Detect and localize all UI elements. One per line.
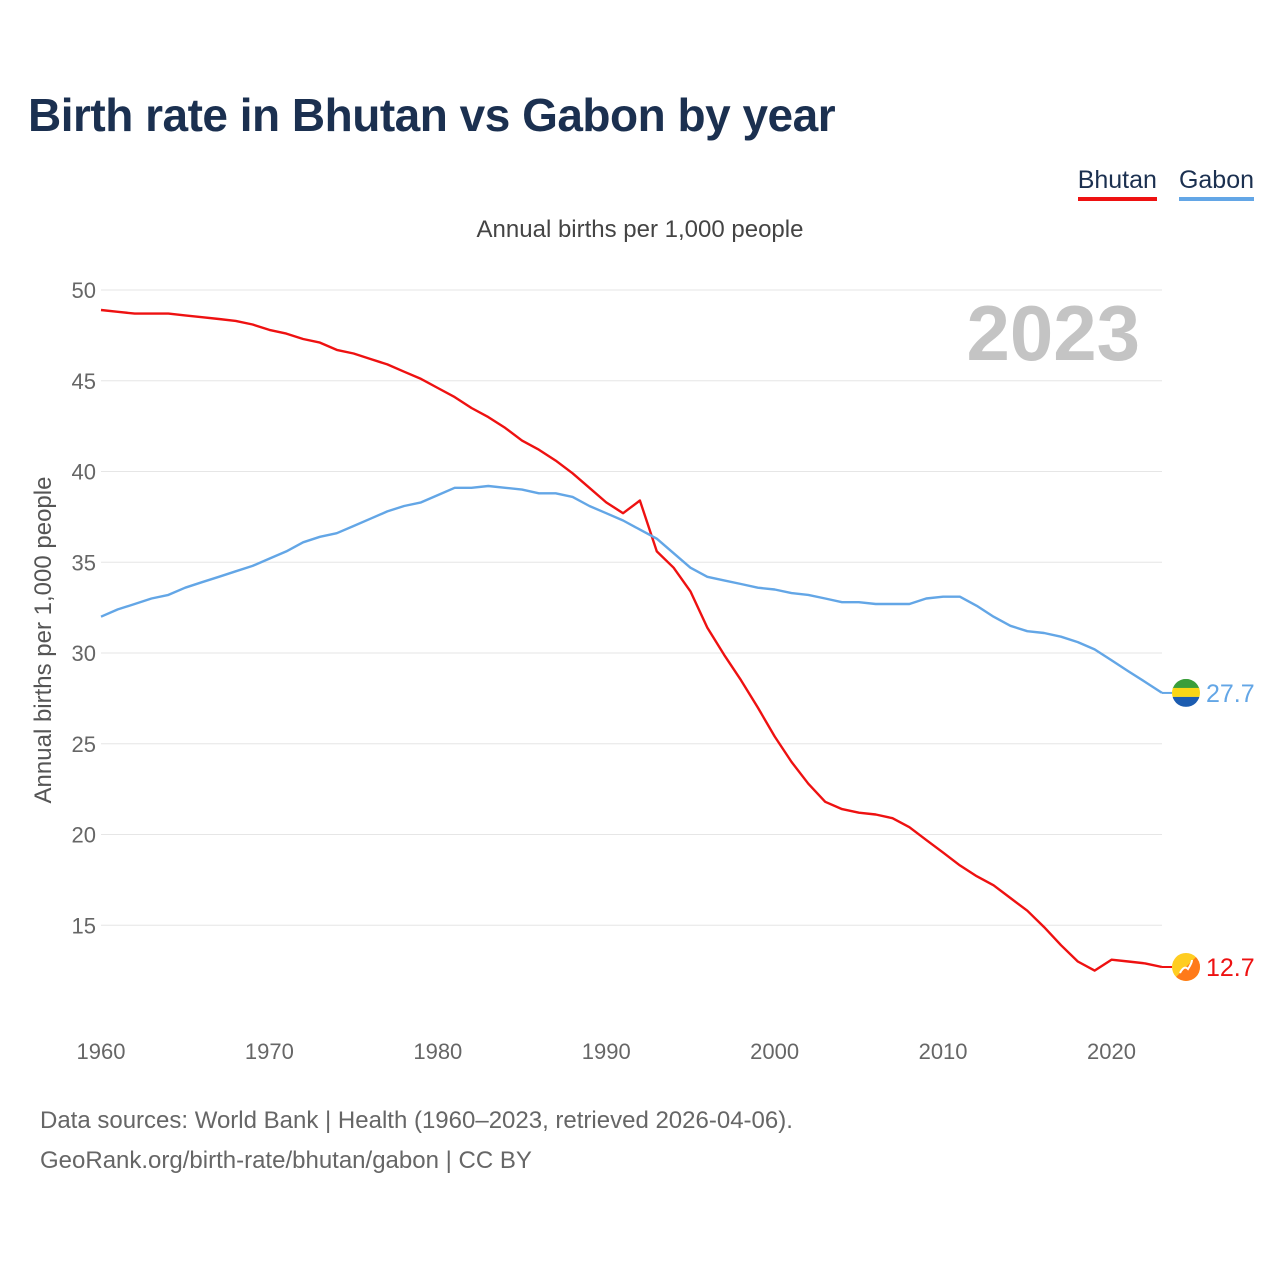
y-tick-label: 35: [72, 550, 96, 575]
y-tick-label: 15: [72, 913, 96, 938]
y-tick-label: 25: [72, 732, 96, 757]
series-line-bhutan: [100, 308, 1163, 972]
x-tick-label: 1980: [413, 1039, 462, 1064]
x-tick-label: 1990: [582, 1039, 631, 1064]
attribution-line[interactable]: GeoRank.org/birth-rate/bhutan/gabon | CC…: [40, 1147, 532, 1174]
y-tick-label: 30: [72, 641, 96, 666]
bhutan-end-value: 12.7: [1206, 954, 1255, 982]
x-axis: 1960 1970 1980 1990 2000 2010 2020: [77, 1039, 1136, 1064]
grid-layer: [101, 289, 1162, 926]
y-tick-label: 40: [72, 460, 96, 485]
series-layer: [100, 308, 1172, 972]
y-tick-label: 45: [72, 369, 96, 394]
page-title: Birth rate in Bhutan vs Gabon by year: [28, 89, 836, 141]
gabon-flag-icon: [1172, 678, 1200, 707]
y-tick-label: 50: [72, 278, 96, 303]
x-tick-label: 2010: [919, 1039, 968, 1064]
y-tick-label: 20: [72, 823, 96, 848]
legend-item-bhutan[interactable]: Bhutan: [1077, 166, 1157, 201]
data-source-line: Data sources: World Bank | Health (1960–…: [40, 1107, 793, 1134]
x-tick-label: 1960: [77, 1039, 126, 1064]
x-tick-label: 1970: [245, 1039, 294, 1064]
x-tick-label: 2000: [750, 1039, 799, 1064]
year-watermark: 2023: [966, 289, 1140, 377]
legend: Bhutan Gabon: [1077, 166, 1254, 201]
bhutan-flag-icon: [1172, 952, 1200, 981]
legend-item-gabon[interactable]: Gabon: [1178, 166, 1254, 201]
y-axis-label: Annual births per 1,000 people: [30, 477, 57, 804]
y-axis: 15 20 25 30 35 40 45 50: [72, 278, 96, 938]
chart-subtitle: Annual births per 1,000 people: [476, 216, 804, 243]
end-markers: 27.7 12.7: [1172, 678, 1255, 982]
gabon-end-value: 27.7: [1206, 680, 1255, 708]
x-tick-label: 2020: [1087, 1039, 1136, 1064]
series-line-gabon: [100, 484, 1163, 694]
